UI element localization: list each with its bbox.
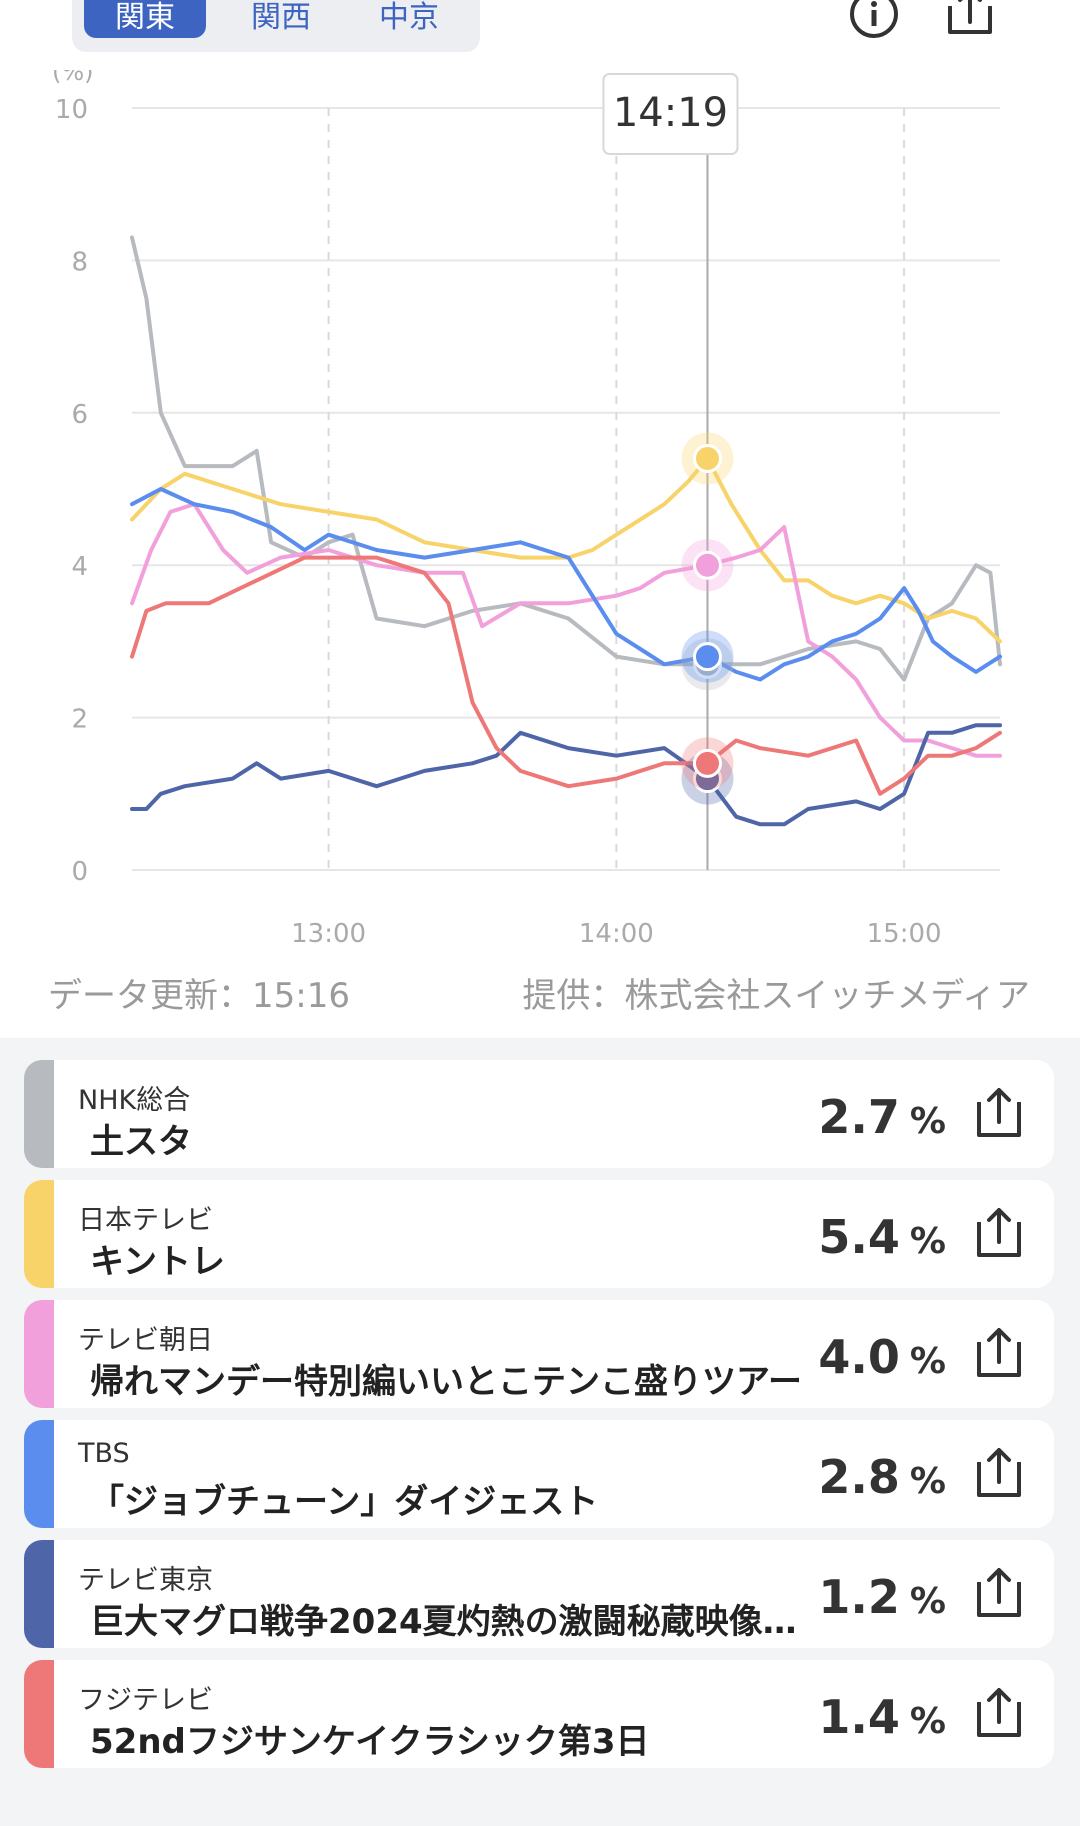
channel-color-bar [24,1300,54,1408]
channel-color-bar [24,1420,54,1528]
cursor-marker [692,444,722,474]
tab-chukyo[interactable]: 中京 [379,0,439,35]
series-line [130,723,1002,827]
x-tick-label: 14:00 [579,919,654,949]
rating-value: 2.8% [818,1450,946,1504]
channel-name: フジテレビ [78,1685,213,1716]
share-icon[interactable] [974,1208,1024,1260]
channel-list: NHK総合 土スタ 2.7% 日本テレビ キントレ 5.4% テレビ朝日 帰れマ… [0,1038,1080,1826]
y-unit-label: (%) [52,70,94,86]
channel-color-bar [24,1180,54,1288]
program-title: 「ジョブチューン」ダイジェスト [90,1482,599,1522]
program-title: 52ndフジサンケイクラシック第3日 [90,1722,650,1762]
series-line [130,235,1002,682]
share-icon[interactable] [974,1448,1024,1500]
channel-name: 日本テレビ [78,1205,213,1236]
channel-name: テレビ東京 [78,1565,213,1596]
chart-panel: 関東 関西 中京 0 2 4 6 8 10 (%) 13:00 14:00 15:00 14:19 … [0,0,1080,1016]
channel-card-nhk[interactable]: NHK総合 土スタ 2.7% [24,1060,1054,1168]
x-tick-label: 13:00 [291,919,366,949]
series-line [130,502,1002,758]
region-tabs: 関東 関西 中京 [72,0,480,52]
data-provider: 提供：株式会社スイッチメディア [522,976,1030,1016]
y-tick-label: 0 [71,857,88,887]
data-updated: データ更新：15:16 [48,976,350,1016]
channel-color-bar [24,1060,54,1168]
cursor-marker [692,748,722,778]
y-tick-label: 4 [71,552,88,582]
series-line [130,555,1002,796]
cursor-marker [692,550,722,580]
rating-value: 1.2% [818,1570,946,1624]
info-icon[interactable] [848,0,900,44]
y-tick-label: 2 [71,705,88,735]
channel-card-tv-asahi[interactable]: テレビ朝日 帰れマンデー特別編いいとこテンこ盛りツアー 4.0% [24,1300,1054,1408]
rating-value: 5.4% [818,1210,946,1264]
share-icon[interactable] [974,1328,1024,1380]
channel-name: NHK総合 [78,1085,191,1116]
channel-card-ntv[interactable]: 日本テレビ キントレ 5.4% [24,1180,1054,1288]
channel-card-tv-tokyo[interactable]: テレビ東京 巨大マグロ戦争2024夏灼熱の激闘秘蔵映像大公開 1.2% [24,1540,1054,1648]
channel-card-fuji[interactable]: フジテレビ 52ndフジサンケイクラシック第3日 1.4% [24,1660,1054,1768]
tab-kanto[interactable]: 関東 [84,0,206,38]
rating-value: 2.7% [818,1090,946,1144]
channel-card-tbs[interactable]: TBS 「ジョブチューン」ダイジェスト 2.8% [24,1420,1054,1528]
tab-kansai[interactable]: 関西 [251,0,311,35]
rating-value: 4.0% [818,1330,946,1384]
x-tick-label: 15:00 [867,919,942,949]
series-line [130,487,1002,682]
channel-name: TBS [78,1438,130,1469]
share-icon[interactable] [944,0,996,44]
share-icon[interactable] [974,1088,1024,1140]
program-title: 帰れマンデー特別編いいとこテンこ盛りツアー [90,1362,802,1402]
y-tick-label: 6 [71,400,88,430]
program-title: 土スタ [90,1122,192,1162]
cursor-marker [692,642,722,672]
channel-name: テレビ朝日 [78,1325,213,1356]
y-tick-label: 10 [55,95,88,125]
program-title: キントレ [90,1242,225,1282]
share-icon[interactable] [974,1568,1024,1620]
cursor-tooltip [602,73,739,155]
rating-chart[interactable]: 0 2 4 6 8 10 (%) 13:00 14:00 15:00 14:19 [0,70,1080,960]
channel-color-bar [24,1540,54,1648]
program-title: 巨大マグロ戦争2024夏灼熱の激闘秘蔵映像大公開 [90,1602,830,1642]
share-icon[interactable] [974,1688,1024,1740]
rating-value: 1.4% [818,1690,946,1744]
series-line [130,456,1002,644]
y-tick-label: 8 [71,247,88,277]
cursor-time-label: 14:19 [613,90,728,136]
channel-color-bar [24,1660,54,1768]
